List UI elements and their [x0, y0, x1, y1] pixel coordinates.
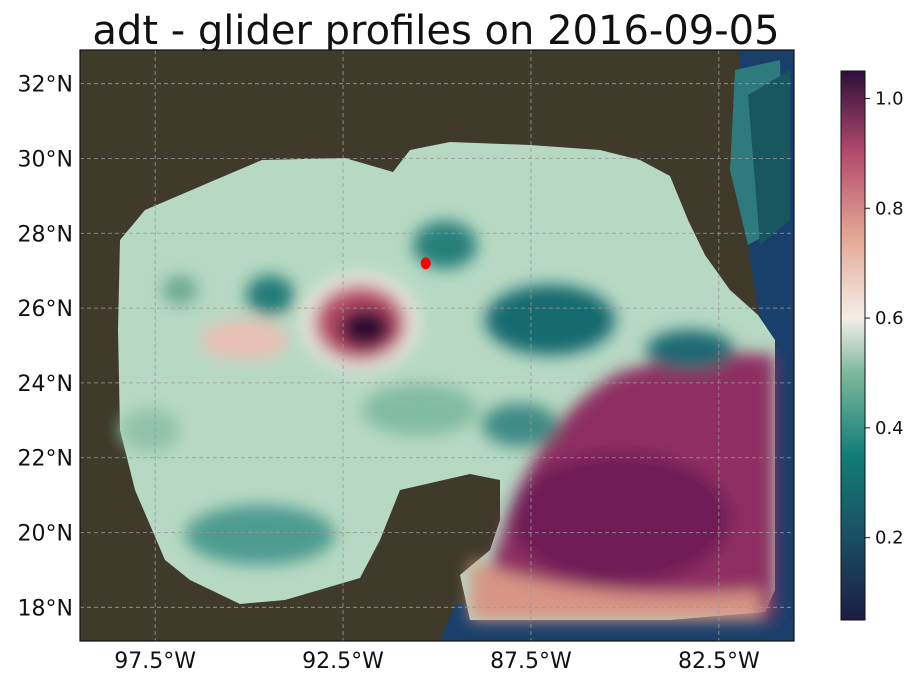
glider-layer [420, 257, 431, 270]
y-tick-label: 20°N [18, 522, 73, 547]
x-tick-label: 92.5°W [302, 649, 384, 674]
cool-eddy-7 [120, 408, 180, 452]
y-tick-label: 24°N [18, 372, 73, 397]
colorbar: 0.2 0.4 0.6 0.8 1.0 [840, 70, 904, 621]
atlantic-cool-band [748, 70, 790, 245]
cool-eddy-4 [485, 285, 615, 355]
grid-lines [80, 50, 794, 641]
glider-point [420, 257, 431, 270]
loop-current-southern-edge [470, 560, 760, 620]
map-panel [80, 50, 794, 641]
colorbar-tick-label: 1.0 [875, 88, 904, 109]
colorbar-tick-label: 0.8 [875, 198, 904, 219]
colorbar-ticks: 0.2 0.4 0.6 0.8 1.0 [865, 88, 904, 549]
colorbar-tick-label: 0.6 [875, 308, 904, 329]
colorbar-gradient [840, 70, 866, 621]
y-tick-label: 30°N [18, 147, 73, 172]
y-tick-label: 18°N [18, 596, 73, 621]
cool-eddy-9 [482, 403, 558, 447]
map-title: adt - glider profiles on 2016-09-05 [92, 8, 779, 54]
y-tick-label: 26°N [18, 297, 73, 322]
cool-eddy-1 [246, 275, 294, 315]
cool-eddy-2 [162, 275, 198, 305]
colorbar-tick-label: 0.2 [875, 528, 904, 549]
warm-eddy-peak [339, 308, 391, 348]
y-tick-label: 32°N [18, 73, 73, 98]
loop-current-dark-core [510, 453, 730, 583]
colorbar-tick-label: 0.4 [875, 418, 904, 439]
y-tick-label: 22°N [18, 447, 73, 472]
x-tick-label: 97.5°W [114, 649, 196, 674]
x-tick-label: 82.5°W [678, 649, 760, 674]
x-axis: 97.5°W 92.5°W 87.5°W 82.5°W [114, 649, 760, 674]
cool-eddy-8 [362, 384, 478, 436]
cool-eddy-6 [185, 505, 335, 565]
map-frame [79, 49, 795, 642]
y-axis: 18°N 20°N 22°N 24°N 26°N 28°N 30°N 32°N [18, 73, 73, 622]
cool-eddy-5 [646, 330, 734, 370]
x-tick-label: 87.5°W [490, 649, 572, 674]
y-tick-label: 28°N [18, 222, 73, 247]
adt-field-features [120, 221, 775, 620]
western-warm-filament [200, 320, 288, 360]
